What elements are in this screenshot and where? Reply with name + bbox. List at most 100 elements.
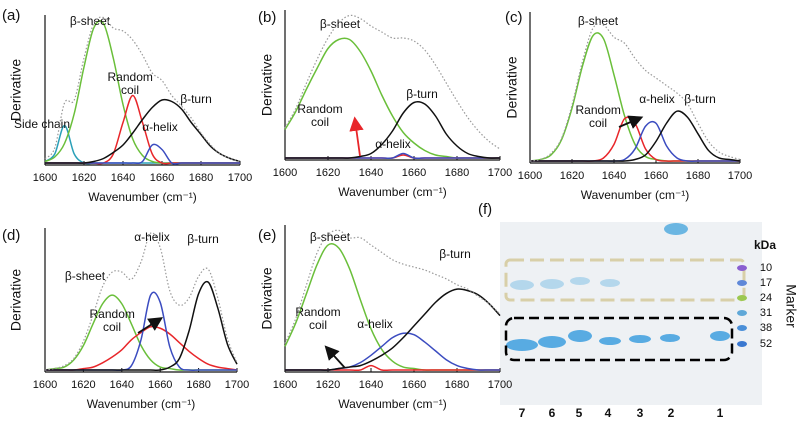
annotation: β-sheet xyxy=(310,230,351,244)
annotation: Random coil xyxy=(575,104,621,130)
annotation: β-sheet xyxy=(70,14,111,28)
component-curve xyxy=(44,280,238,371)
annotation-text: Random coil xyxy=(107,71,153,97)
x-tick-label: 1640 xyxy=(110,379,134,391)
y-axis-label: Derivative xyxy=(259,267,275,329)
x-tick-label: 1640 xyxy=(359,167,383,179)
x-tick-label: 1600 xyxy=(33,172,57,184)
annotation: β-sheet xyxy=(65,269,106,283)
annotation: Random coil xyxy=(297,103,343,129)
x-tick-label: 1640 xyxy=(111,172,135,184)
annotation: β-sheet xyxy=(320,17,361,31)
x-tick-label: 1700 xyxy=(488,167,512,179)
panel-label: (d) xyxy=(2,227,20,244)
x-tick-label: 1620 xyxy=(72,172,96,184)
lane-label: 7 xyxy=(519,406,526,420)
annotation: β-turn xyxy=(439,247,471,261)
marker-size: 31 xyxy=(760,307,772,319)
component-curve xyxy=(530,110,741,162)
y-axis-label: Derivative xyxy=(259,54,275,116)
panel-label: (f) xyxy=(478,201,492,218)
x-axis-label: Wavenumber (cm⁻¹) xyxy=(581,188,690,202)
x-axis-label: Wavenumber (cm⁻¹) xyxy=(338,185,447,199)
marker-size: 24 xyxy=(760,292,772,304)
x-tick-label: 1680 xyxy=(186,379,210,391)
annotation: β-turn xyxy=(684,92,716,106)
x-axis-label: Wavenumber (cm⁻¹) xyxy=(338,397,447,411)
component-curve xyxy=(44,325,238,371)
annotation: β-turn xyxy=(180,92,212,106)
x-tick-label: 1700 xyxy=(225,379,249,391)
x-tick-label: 1600 xyxy=(273,167,297,179)
annotation-text: Random coil xyxy=(89,308,135,334)
lane-label: 5 xyxy=(576,406,583,420)
x-tick-label: 1660 xyxy=(402,167,426,179)
x-tick-label: 1620 xyxy=(316,167,340,179)
x-tick-label: 1660 xyxy=(402,379,426,391)
lane-label: 1 xyxy=(717,406,724,420)
component-curve xyxy=(45,98,241,164)
arrow xyxy=(137,317,164,334)
x-tick-label: 1700 xyxy=(488,379,512,391)
x-tick-label: 1660 xyxy=(150,172,174,184)
annotation: α-helix xyxy=(375,137,411,151)
panel-label: (c) xyxy=(505,9,523,26)
x-tick-label: 1680 xyxy=(686,170,710,182)
annotation: α-helix xyxy=(134,230,170,244)
sum-curve xyxy=(529,23,741,162)
sum-curve xyxy=(284,229,501,344)
annotation: β-turn xyxy=(406,87,438,101)
x-tick-label: 1700 xyxy=(228,172,252,184)
sum-curve xyxy=(44,232,238,371)
annotation: Random coil xyxy=(295,306,340,332)
sum-curve xyxy=(284,14,501,150)
marker-size: 38 xyxy=(760,322,772,334)
x-tick-label: 1600 xyxy=(273,379,297,391)
sum-curve xyxy=(44,16,241,163)
x-tick-label: 1600 xyxy=(518,170,542,182)
annotation: α-helix xyxy=(357,317,393,331)
annotation-text: Random coil xyxy=(575,104,621,130)
component-curve xyxy=(284,100,501,159)
x-tick-label: 1680 xyxy=(445,167,469,179)
arrow xyxy=(349,116,364,157)
x-tick-label: 1680 xyxy=(445,379,469,391)
annotation: Side chain xyxy=(14,117,70,131)
arrow xyxy=(324,345,346,369)
annotation: Random coil xyxy=(107,71,153,97)
x-tick-label: 1640 xyxy=(602,170,626,182)
marker-size: 17 xyxy=(760,277,772,289)
x-tick-label: 1620 xyxy=(71,379,95,391)
x-tick-label: 1640 xyxy=(359,379,383,391)
component-curve xyxy=(284,332,500,371)
panel-label: (e) xyxy=(258,227,276,244)
x-axis-label: Wavenumber (cm⁻¹) xyxy=(88,190,197,204)
y-axis-label: Derivative xyxy=(8,269,24,331)
x-tick-label: 1600 xyxy=(33,379,57,391)
x-tick-label: 1660 xyxy=(148,379,172,391)
annotation-text: Random coil xyxy=(297,103,343,129)
y-axis-label: Derivative xyxy=(504,56,520,118)
panel-label: (a) xyxy=(2,7,20,24)
annotation: α-helix xyxy=(639,92,675,106)
gel-image xyxy=(500,222,762,405)
annotation: β-sheet xyxy=(578,14,619,28)
x-tick-label: 1660 xyxy=(644,170,668,182)
lane-label: 4 xyxy=(605,406,612,420)
annotation: β-turn xyxy=(187,232,219,246)
panel-label: (b) xyxy=(258,9,276,26)
x-tick-label: 1620 xyxy=(316,379,340,391)
marker-size: 52 xyxy=(760,338,772,350)
x-axis-label: Wavenumber (cm⁻¹) xyxy=(87,397,196,411)
arrow xyxy=(618,115,644,129)
x-tick-label: 1680 xyxy=(189,172,213,184)
annotation: α-helix xyxy=(142,120,178,134)
component-curve xyxy=(284,288,501,371)
y-axis-label: Derivative xyxy=(8,59,24,121)
marker-size: 10 xyxy=(760,262,772,274)
lane-label: 3 xyxy=(637,406,644,420)
lane-label: 6 xyxy=(549,406,556,420)
marker-label: Marker xyxy=(783,284,799,328)
annotation: Random coil xyxy=(89,308,135,334)
